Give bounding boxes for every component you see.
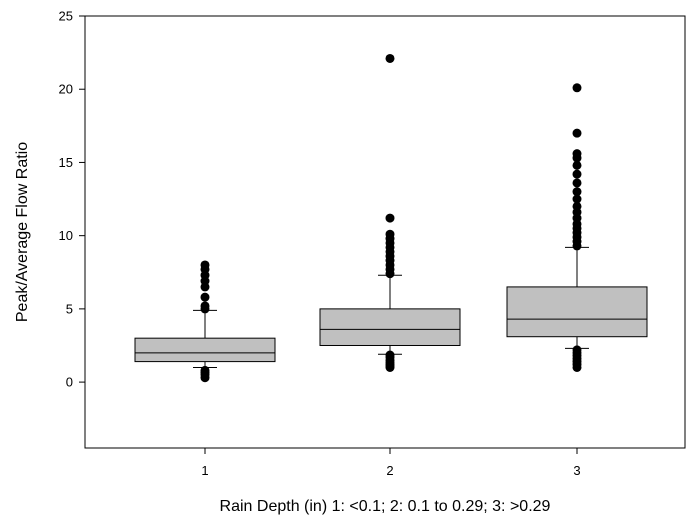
outlier-point bbox=[385, 229, 395, 239]
outlier-point bbox=[572, 178, 582, 188]
outlier-point bbox=[572, 187, 582, 197]
box-group bbox=[506, 83, 648, 372]
x-tick-label: 1 bbox=[201, 463, 208, 478]
y-tick-label: 5 bbox=[66, 301, 73, 316]
y-tick-label: 10 bbox=[59, 228, 73, 243]
outlier-point bbox=[572, 194, 582, 204]
outlier-point bbox=[572, 345, 582, 355]
outlier-point bbox=[572, 128, 582, 138]
y-tick-label: 20 bbox=[59, 82, 73, 97]
y-axis-title: Peak/Average Flow Ratio bbox=[14, 142, 31, 322]
y-tick-label: 25 bbox=[59, 9, 73, 24]
y-axis: 0 5 10 15 20 25 bbox=[59, 9, 85, 390]
x-tick-label: 2 bbox=[386, 463, 393, 478]
outlier-point bbox=[200, 365, 210, 375]
outlier-point bbox=[572, 160, 582, 170]
box-group bbox=[134, 260, 276, 383]
x-axis: 1 2 3 bbox=[201, 448, 581, 478]
outlier-point bbox=[385, 53, 395, 63]
y-tick-label: 15 bbox=[59, 155, 73, 170]
outlier-point bbox=[572, 149, 582, 159]
y-tick-label: 0 bbox=[66, 375, 73, 390]
outlier-point bbox=[385, 213, 395, 223]
outlier-point bbox=[572, 201, 582, 211]
iqr-box bbox=[134, 337, 276, 363]
box-group bbox=[319, 53, 461, 372]
outlier-point bbox=[200, 301, 210, 311]
outlier-point bbox=[200, 292, 210, 302]
outlier-point bbox=[572, 169, 582, 179]
x-axis-title: Rain Depth (in) 1: <0.1; 2: 0.1 to 0.29;… bbox=[220, 498, 551, 515]
iqr-box bbox=[506, 286, 648, 338]
iqr-box bbox=[319, 308, 461, 346]
plot-area-frame bbox=[84, 15, 686, 449]
outlier-point bbox=[385, 350, 395, 360]
boxes-layer bbox=[134, 53, 648, 383]
outlier-point bbox=[200, 260, 210, 270]
x-tick-label: 3 bbox=[573, 463, 580, 478]
outlier-point bbox=[572, 83, 582, 93]
